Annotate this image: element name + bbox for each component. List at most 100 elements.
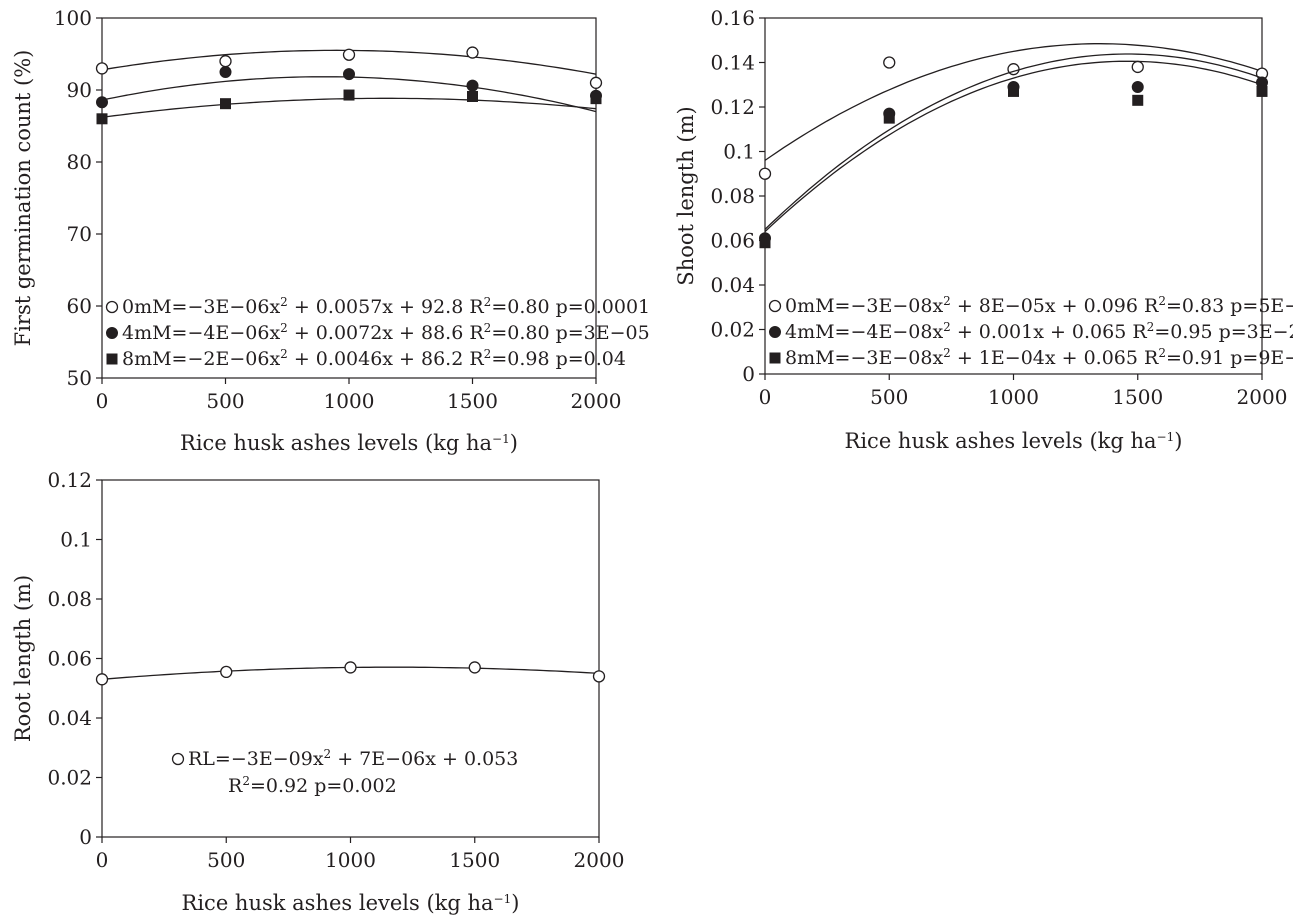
data-point	[467, 90, 478, 102]
x-tick-label: 500	[206, 389, 244, 413]
legend-label: 8mM=−2E−06x2 + 0.0046x + 86.2 R2=0.98 p=…	[122, 347, 626, 370]
x-tick-label: 2000	[571, 389, 622, 413]
series-0mM	[758, 43, 1269, 180]
y-tick-label: 0.1	[60, 528, 92, 552]
legend-label: 0mM=−3E−08x2 + 8E−05x + 0.096 R2=0.83 p=…	[785, 294, 1293, 317]
x-tick-label: 2000	[1237, 385, 1288, 409]
y-tick-label: 0.1	[723, 140, 755, 164]
legend-marker	[106, 353, 118, 365]
series-RL	[95, 661, 606, 686]
legend-label-line2: R2=0.92 p=0.002	[228, 774, 397, 797]
data-point	[96, 113, 108, 125]
data-point	[589, 76, 603, 89]
series-8mM	[759, 60, 1268, 249]
y-tick-label: 70	[67, 222, 92, 246]
y-tick-label: 0.02	[47, 766, 92, 790]
y-tick-label: 0.04	[47, 706, 92, 730]
y-tick-label: 0	[742, 362, 755, 386]
legend-marker	[171, 752, 185, 766]
data-point	[344, 661, 357, 674]
x-axis-label: Rice husk ashes levels (kg ha−1)	[180, 431, 518, 455]
data-point	[342, 48, 356, 61]
legend-label: RL=−3E−09x2 + 7E−06x + 0.053	[188, 747, 518, 770]
x-tick-label: 0	[759, 385, 772, 409]
legend-marker	[105, 300, 119, 314]
fit-curve	[764, 53, 1263, 230]
chart-panel-1: 100 90 80 70 60 500 500 1000 1500 2000 Rice husk a…	[11, 6, 650, 455]
x-tick-label: 1000	[325, 848, 376, 872]
y-tick-label: 0.02	[710, 318, 755, 342]
data-point	[95, 62, 109, 75]
data-point	[219, 55, 232, 68]
x-tick-label: 0	[96, 848, 109, 872]
x-axis-label: Rice husk ashes levels (kg ha−1)	[182, 891, 520, 915]
data-point	[1131, 60, 1144, 74]
x-tick-label: 1000	[324, 389, 375, 413]
data-point	[220, 665, 233, 679]
data-point	[1008, 85, 1019, 97]
y-axis-label: Root length (m)	[11, 575, 35, 742]
legend-label: 8mM=−3E−08x2 + 1E−04x + 0.065 R2=0.91 p=…	[785, 346, 1293, 369]
data-point	[95, 673, 109, 686]
x-tick-label: 500	[207, 848, 245, 872]
data-point	[758, 167, 772, 180]
data-point	[220, 98, 231, 110]
data-point	[590, 93, 602, 105]
data-point	[883, 56, 896, 69]
y-tick-label: 0.14	[710, 51, 755, 75]
fit-curve	[764, 60, 1263, 233]
legend-label: 0mM=−3E−06x2 + 0.0057x + 92.8 R2=0.80 p=…	[122, 295, 650, 318]
legend-marker	[106, 327, 118, 339]
y-tick-label: 100	[54, 6, 92, 30]
x-tick-label: 1500	[1112, 385, 1163, 409]
y-tick-label: 0.04	[710, 273, 755, 297]
data-point	[883, 112, 895, 124]
legend-marker	[769, 326, 781, 338]
data-point	[96, 96, 108, 109]
x-tick-label: 500	[870, 385, 908, 409]
y-tick-label: 0.08	[710, 184, 755, 208]
fit-curve	[101, 97, 597, 119]
data-point	[219, 66, 232, 78]
y-tick-label: 0.06	[47, 647, 92, 671]
data-point	[1256, 85, 1268, 97]
legend-marker	[769, 352, 781, 364]
x-tick-label: 2000	[574, 848, 625, 872]
y-tick-label: 80	[67, 150, 92, 174]
data-point	[759, 237, 771, 249]
y-tick-label: 0	[79, 825, 92, 849]
chart-panel-3: 0.12 0.1 0.08 0.06 0.04 0.02 00 500 1000 1500 2000…	[11, 468, 624, 915]
y-tick-label: 0.16	[710, 6, 755, 30]
legend-label: 4mM=−4E−06x2 + 0.0072x + 88.6 R2=0.80 p=…	[122, 321, 650, 344]
legend-label: 4mM=−4E−08x2 + 0.001x + 0.065 R2=0.95 p=…	[785, 320, 1293, 343]
series-8mM	[96, 89, 602, 125]
data-point	[1132, 94, 1144, 106]
x-tick-label: 1000	[988, 385, 1039, 409]
series-4mM	[759, 53, 1268, 245]
y-tick-label: 60	[67, 294, 92, 318]
data-point	[343, 68, 355, 81]
y-axis-label: Shoot length (m)	[674, 106, 698, 285]
x-tick-label: 1500	[447, 389, 498, 413]
series-4mM	[96, 66, 602, 113]
y-tick-label: 0.08	[47, 587, 92, 611]
x-tick-label: 1500	[449, 848, 500, 872]
data-point	[466, 79, 479, 92]
y-tick-label: 50	[67, 366, 92, 390]
x-axis-label: Rice husk ashes levels (kg ha−1)	[845, 429, 1183, 453]
data-point	[1131, 80, 1144, 93]
data-point	[343, 89, 355, 101]
x-tick-label: 0	[96, 389, 109, 413]
data-point	[592, 670, 606, 683]
series-0mM	[95, 46, 603, 89]
y-tick-label: 0.12	[47, 468, 92, 492]
data-point	[466, 46, 479, 59]
y-axis-label: First germination count (%)	[11, 50, 35, 347]
y-tick-label: 0.06	[710, 229, 755, 253]
legend-marker	[768, 299, 782, 313]
y-tick-label: 90	[67, 78, 92, 102]
data-point	[468, 661, 481, 674]
y-tick-label: 0.12	[710, 95, 755, 119]
fit-curve	[764, 43, 1263, 161]
